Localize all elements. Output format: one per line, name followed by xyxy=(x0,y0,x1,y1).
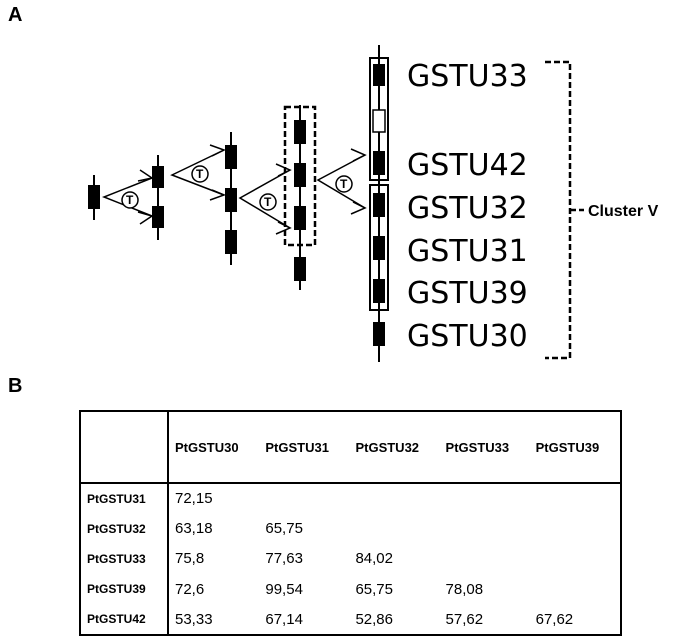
cluster-locus xyxy=(369,45,389,362)
table-cell: 78,08 xyxy=(445,580,484,598)
table-cell xyxy=(440,483,530,513)
table-header-row: PtGSTU30 PtGSTU31 PtGSTU32 PtGSTU33 PtGS… xyxy=(80,411,621,484)
row-header: PtGSTU42 xyxy=(80,604,169,635)
stage-2-locus xyxy=(152,155,164,240)
table-cell: 72,15 xyxy=(175,490,213,508)
table-cell xyxy=(440,513,530,543)
gene-label: GSTU30 xyxy=(407,319,528,354)
table-cell xyxy=(530,574,621,604)
gene-label: GSTU39 xyxy=(407,276,528,311)
gene-duplication-diagram: T T T T GSTU33 GSTU42 GSTU32 GSTU31 GSTU… xyxy=(88,45,659,362)
table-row: PtGSTU32 63,18 65,75 xyxy=(80,513,621,544)
stage-3-locus xyxy=(225,132,237,265)
gene-label: GSTU33 xyxy=(407,59,528,94)
table-cell: 67,62 xyxy=(535,610,574,628)
column-header: PtGSTU39 xyxy=(529,411,621,484)
table-cell: 75,8 xyxy=(175,550,205,568)
table-corner-cell xyxy=(80,411,169,484)
row-header: PtGSTU39 xyxy=(80,574,169,605)
event-symbol: T xyxy=(264,195,272,209)
column-header: PtGSTU31 xyxy=(259,411,350,484)
table-row: PtGSTU42 53,33 67,14 52,86 57,62 67,62 xyxy=(80,604,621,635)
table-cell: 53,33 xyxy=(175,610,213,628)
table-cell xyxy=(440,544,530,574)
row-header: PtGSTU33 xyxy=(80,543,169,575)
gene-label: GSTU42 xyxy=(407,148,528,183)
cluster-bracket xyxy=(545,60,584,360)
panel-label-a: A xyxy=(8,4,23,26)
column-header: PtGSTU32 xyxy=(349,411,440,484)
table-row: PtGSTU39 72,6 99,54 65,75 78,08 xyxy=(80,574,621,605)
table-cell xyxy=(349,483,439,513)
table-cell: 72,6 xyxy=(175,580,205,598)
row-header: PtGSTU31 xyxy=(80,483,169,514)
table-cell xyxy=(530,513,621,543)
gene-label: GSTU31 xyxy=(407,234,528,269)
tandem-duplication-event-4: T xyxy=(316,148,367,215)
table-row: PtGSTU31 72,15 xyxy=(80,483,621,514)
table-row: PtGSTU33 75,8 77,63 84,02 xyxy=(80,543,621,575)
identity-table: PtGSTU30 PtGSTU31 PtGSTU32 PtGSTU33 PtGS… xyxy=(79,410,622,636)
table-cell: 57,62 xyxy=(445,610,484,628)
table-cell: 65,75 xyxy=(355,580,393,598)
table-cell xyxy=(530,483,621,513)
event-symbol: T xyxy=(196,167,204,181)
table-cell: 52,86 xyxy=(355,610,393,628)
table-cell: 63,18 xyxy=(175,520,213,538)
gene-label: GSTU32 xyxy=(407,191,528,226)
table-cell: 77,63 xyxy=(265,550,303,568)
table-cell: 99,54 xyxy=(265,580,303,598)
table-cell: 84,02 xyxy=(355,550,393,568)
stage-1-locus xyxy=(88,175,100,220)
panel-label-b: B xyxy=(8,375,23,397)
event-symbol: T xyxy=(126,193,134,207)
row-header: PtGSTU32 xyxy=(80,513,169,544)
cluster-label: Cluster V xyxy=(588,203,659,220)
table-cell xyxy=(530,544,621,574)
table-cell: 67,14 xyxy=(265,610,303,628)
table-cell xyxy=(349,513,439,543)
duplicated-block-box xyxy=(283,105,317,247)
stage-4-locus xyxy=(283,105,317,290)
tandem-duplication-event-3: T xyxy=(238,163,292,235)
table-cell: 65,75 xyxy=(265,520,303,538)
column-header: PtGSTU30 xyxy=(168,411,260,484)
table-cell xyxy=(259,483,349,513)
tandem-duplication-event-2: T xyxy=(170,144,227,201)
event-symbol: T xyxy=(340,177,348,191)
column-header: PtGSTU33 xyxy=(439,411,530,484)
tandem-duplication-event-1: T xyxy=(101,169,154,225)
